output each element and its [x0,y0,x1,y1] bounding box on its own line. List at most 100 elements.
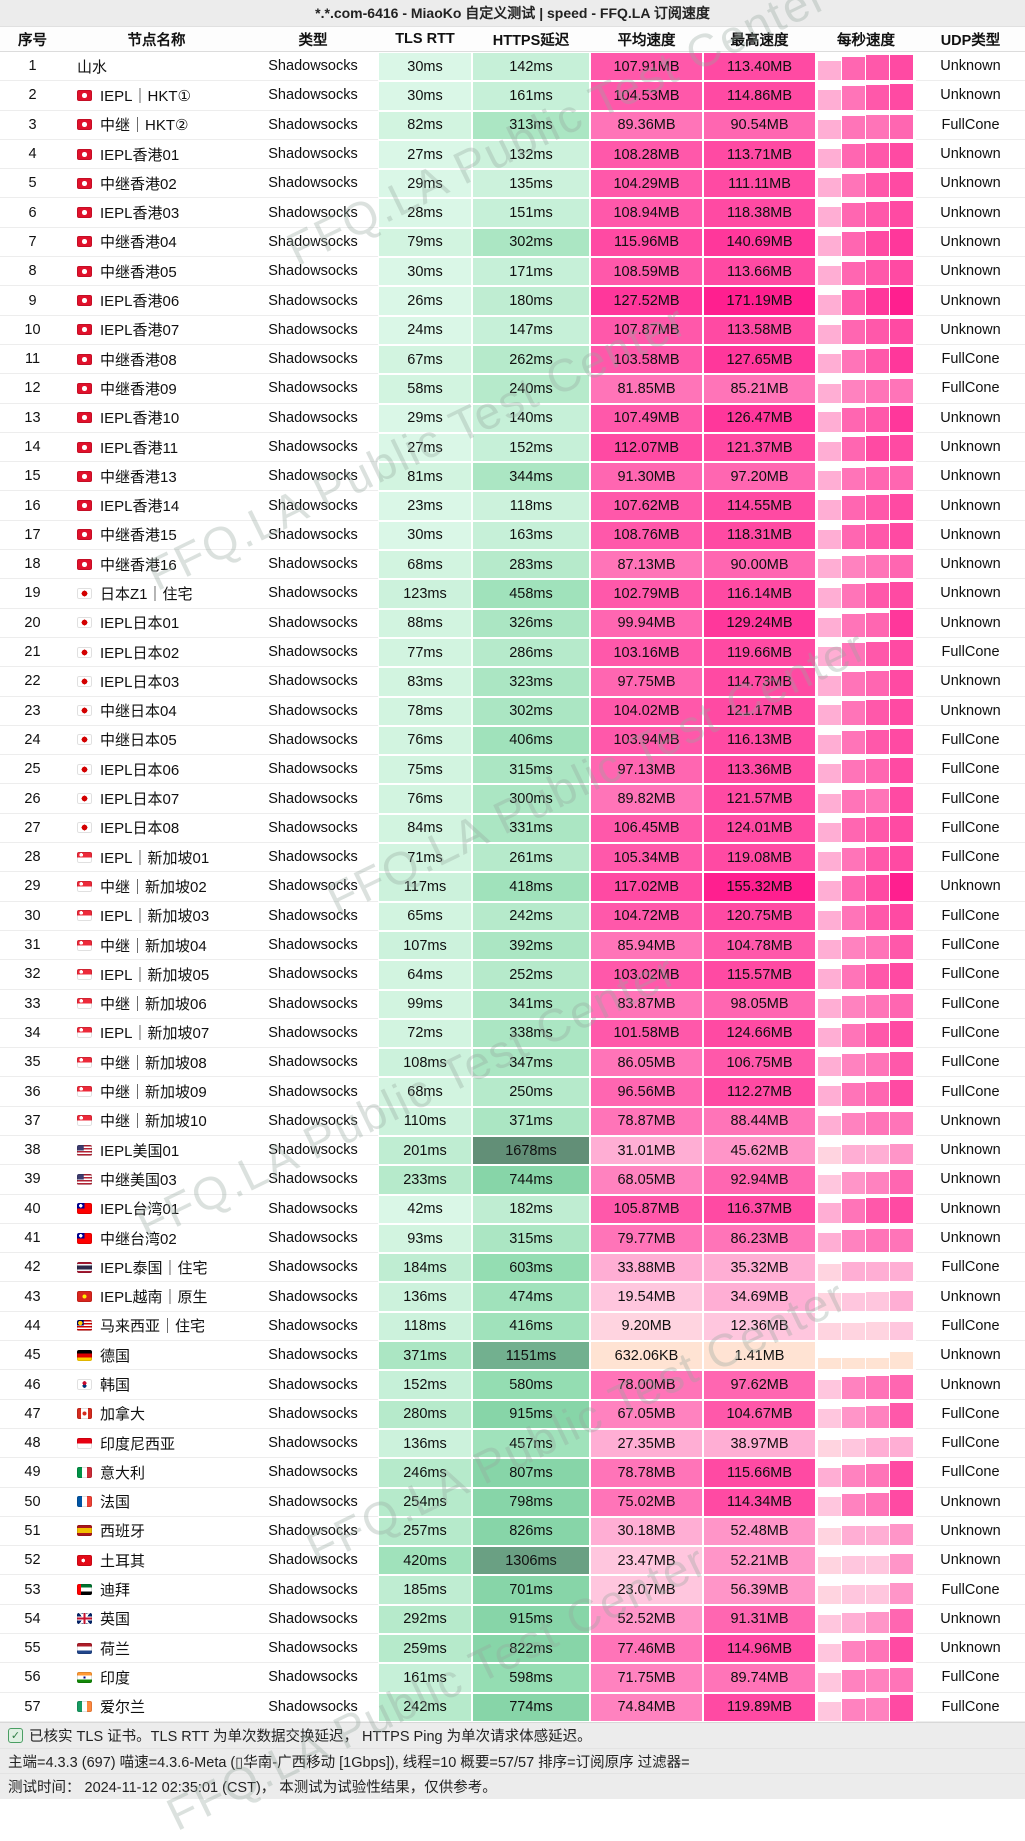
country-flag-icon [77,412,92,424]
https-delay-cell: 300ms [472,784,590,813]
node-name-cell: 中继｜新加坡08 [65,1048,248,1078]
max-speed-value: 116.14MB [704,580,815,608]
country-flag-icon [77,89,92,101]
per-second-bars [816,755,916,784]
speed-bar-segment [890,1020,913,1048]
footer-client-info: 主端=4.3.3 (697) 喵速=4.3.6-Meta (▯华南-广西移动 [… [0,1749,1025,1775]
table-row: 57 爱尔兰 Shadowsocks 242ms 774ms 74.84MB 119.89M… [0,1693,1025,1722]
avg-speed-cell: 105.34MB [590,843,703,872]
speed-bar-segment [818,1586,841,1604]
tls-rtt-value: 30ms [379,521,471,550]
tls-rtt-cell: 152ms [378,1370,472,1399]
avg-speed-value: 97.13MB [591,756,702,784]
speed-bar-segment [890,1169,913,1194]
table-row: 31 中继｜新加坡04 Shadowsocks 107ms 392ms 85.94MB 10… [0,931,1025,961]
node-name: IEPL香港06 [100,293,180,311]
speed-bar-segment [866,1198,889,1223]
per-second-bars [816,316,916,345]
speed-bar-segment [818,940,841,960]
row-number: 29 [0,872,65,902]
per-second-bars [816,667,916,696]
table-row: 10 IEPL香港07 Shadowsocks 24ms 147ms 107.87MB 11… [0,316,1025,345]
speed-bar-segment [890,201,913,227]
avg-speed-value: 115.96MB [591,228,702,257]
node-name: IEPL日本06 [100,761,180,779]
row-number: 8 [0,257,65,287]
tls-rtt-cell: 99ms [378,990,472,1019]
speed-bar-segment [818,910,841,930]
max-speed-value: 114.34MB [704,1488,815,1516]
speed-bar-segment [890,610,913,637]
udp-type: FullCone [916,638,1025,668]
https-delay-value: 341ms [473,990,589,1018]
avg-speed-cell: 107.87MB [590,316,703,345]
node-type: Shadowsocks [248,814,378,844]
speed-bar-segment [890,172,913,198]
table-row: 9 IEPL香港06 Shadowsocks 26ms 180ms 127.52MB 171… [0,286,1025,316]
per-second-bars [816,1224,916,1253]
node-name-cell: IEPL香港10 [65,404,248,433]
node-name: 中继台湾02 [100,1230,177,1248]
speed-bar-segment [890,1553,913,1575]
speed-bar-segment [842,876,865,901]
https-delay-cell: 371ms [472,1107,590,1136]
https-delay-value: 326ms [473,609,589,637]
speed-bar-segment [866,1406,889,1428]
https-delay-cell: 744ms [472,1165,590,1194]
https-delay-cell: 161ms [472,81,590,110]
node-name: IEPL越南｜原生 [100,1289,208,1307]
https-delay-cell: 313ms [472,111,590,140]
tls-rtt-cell: 72ms [378,1019,472,1048]
avg-speed-value: 87.13MB [591,551,702,579]
per-second-bars [816,784,916,813]
row-number: 9 [0,286,65,316]
avg-speed-value: 77.46MB [591,1635,702,1663]
speed-bar-segment [890,1051,913,1077]
node-name: IEPL香港11 [100,439,179,457]
speed-bar-segment [890,1228,913,1253]
speed-bar-segment [842,1526,865,1546]
per-second-bars [816,198,916,227]
tls-rtt-value: 82ms [379,111,471,139]
per-second-bars [816,1019,916,1048]
avg-speed-value: 127.52MB [591,287,702,315]
table-row: 7 中继香港04 Shadowsocks 79ms 302ms 115.96MB 140.6… [0,228,1025,258]
node-type: Shadowsocks [248,1019,378,1049]
node-type: Shadowsocks [248,1165,378,1195]
table-row: 32 IEPL｜新加坡05 Shadowsocks 64ms 252ms 103.02MB… [0,960,1025,990]
node-name-cell: IEPL香港06 [65,286,248,316]
avg-speed-value: 33.88MB [591,1254,702,1282]
node-name-cell: 法国 [65,1488,248,1517]
avg-speed-value: 91.30MB [591,463,702,491]
https-delay-cell: 406ms [472,726,590,755]
max-speed-cell: 112.27MB [703,1077,816,1106]
speed-bar-segment [866,1053,889,1077]
avg-speed-value: 78.00MB [591,1371,702,1399]
tls-rtt-cell: 28ms [378,198,472,227]
max-speed-value: 114.96MB [704,1635,815,1663]
speed-bar-segment [842,437,865,462]
tls-rtt-cell: 201ms [378,1136,472,1165]
row-number: 38 [0,1136,65,1166]
avg-speed-value: 99.94MB [591,609,702,637]
tls-rtt-value: 75ms [379,756,471,784]
country-flag-icon [77,763,92,775]
speed-bar-segment [842,1585,865,1604]
node-type: Shadowsocks [248,374,378,404]
per-second-bars [816,81,916,110]
node-name: 西班牙 [100,1523,146,1541]
country-flag-icon [77,1027,92,1039]
avg-speed-cell: 107.62MB [590,491,703,520]
node-name-cell: IEPL香港03 [65,198,248,228]
tls-rtt-value: 64ms [379,961,471,989]
node-name: 中继香港13 [100,468,177,486]
max-speed-value: 113.36MB [704,756,815,784]
udp-type: Unknown [916,52,1025,82]
tls-rtt-value: 71ms [379,844,471,872]
node-type: Shadowsocks [248,1224,378,1254]
https-delay-cell: 344ms [472,462,590,491]
table-row: 44 马来西亚｜住宅 Shadowsocks 118ms 416ms 9.20MB 12.3… [0,1312,1025,1342]
row-number: 55 [0,1634,65,1664]
tls-rtt-value: 27ms [379,140,471,169]
node-type: Shadowsocks [248,462,378,492]
